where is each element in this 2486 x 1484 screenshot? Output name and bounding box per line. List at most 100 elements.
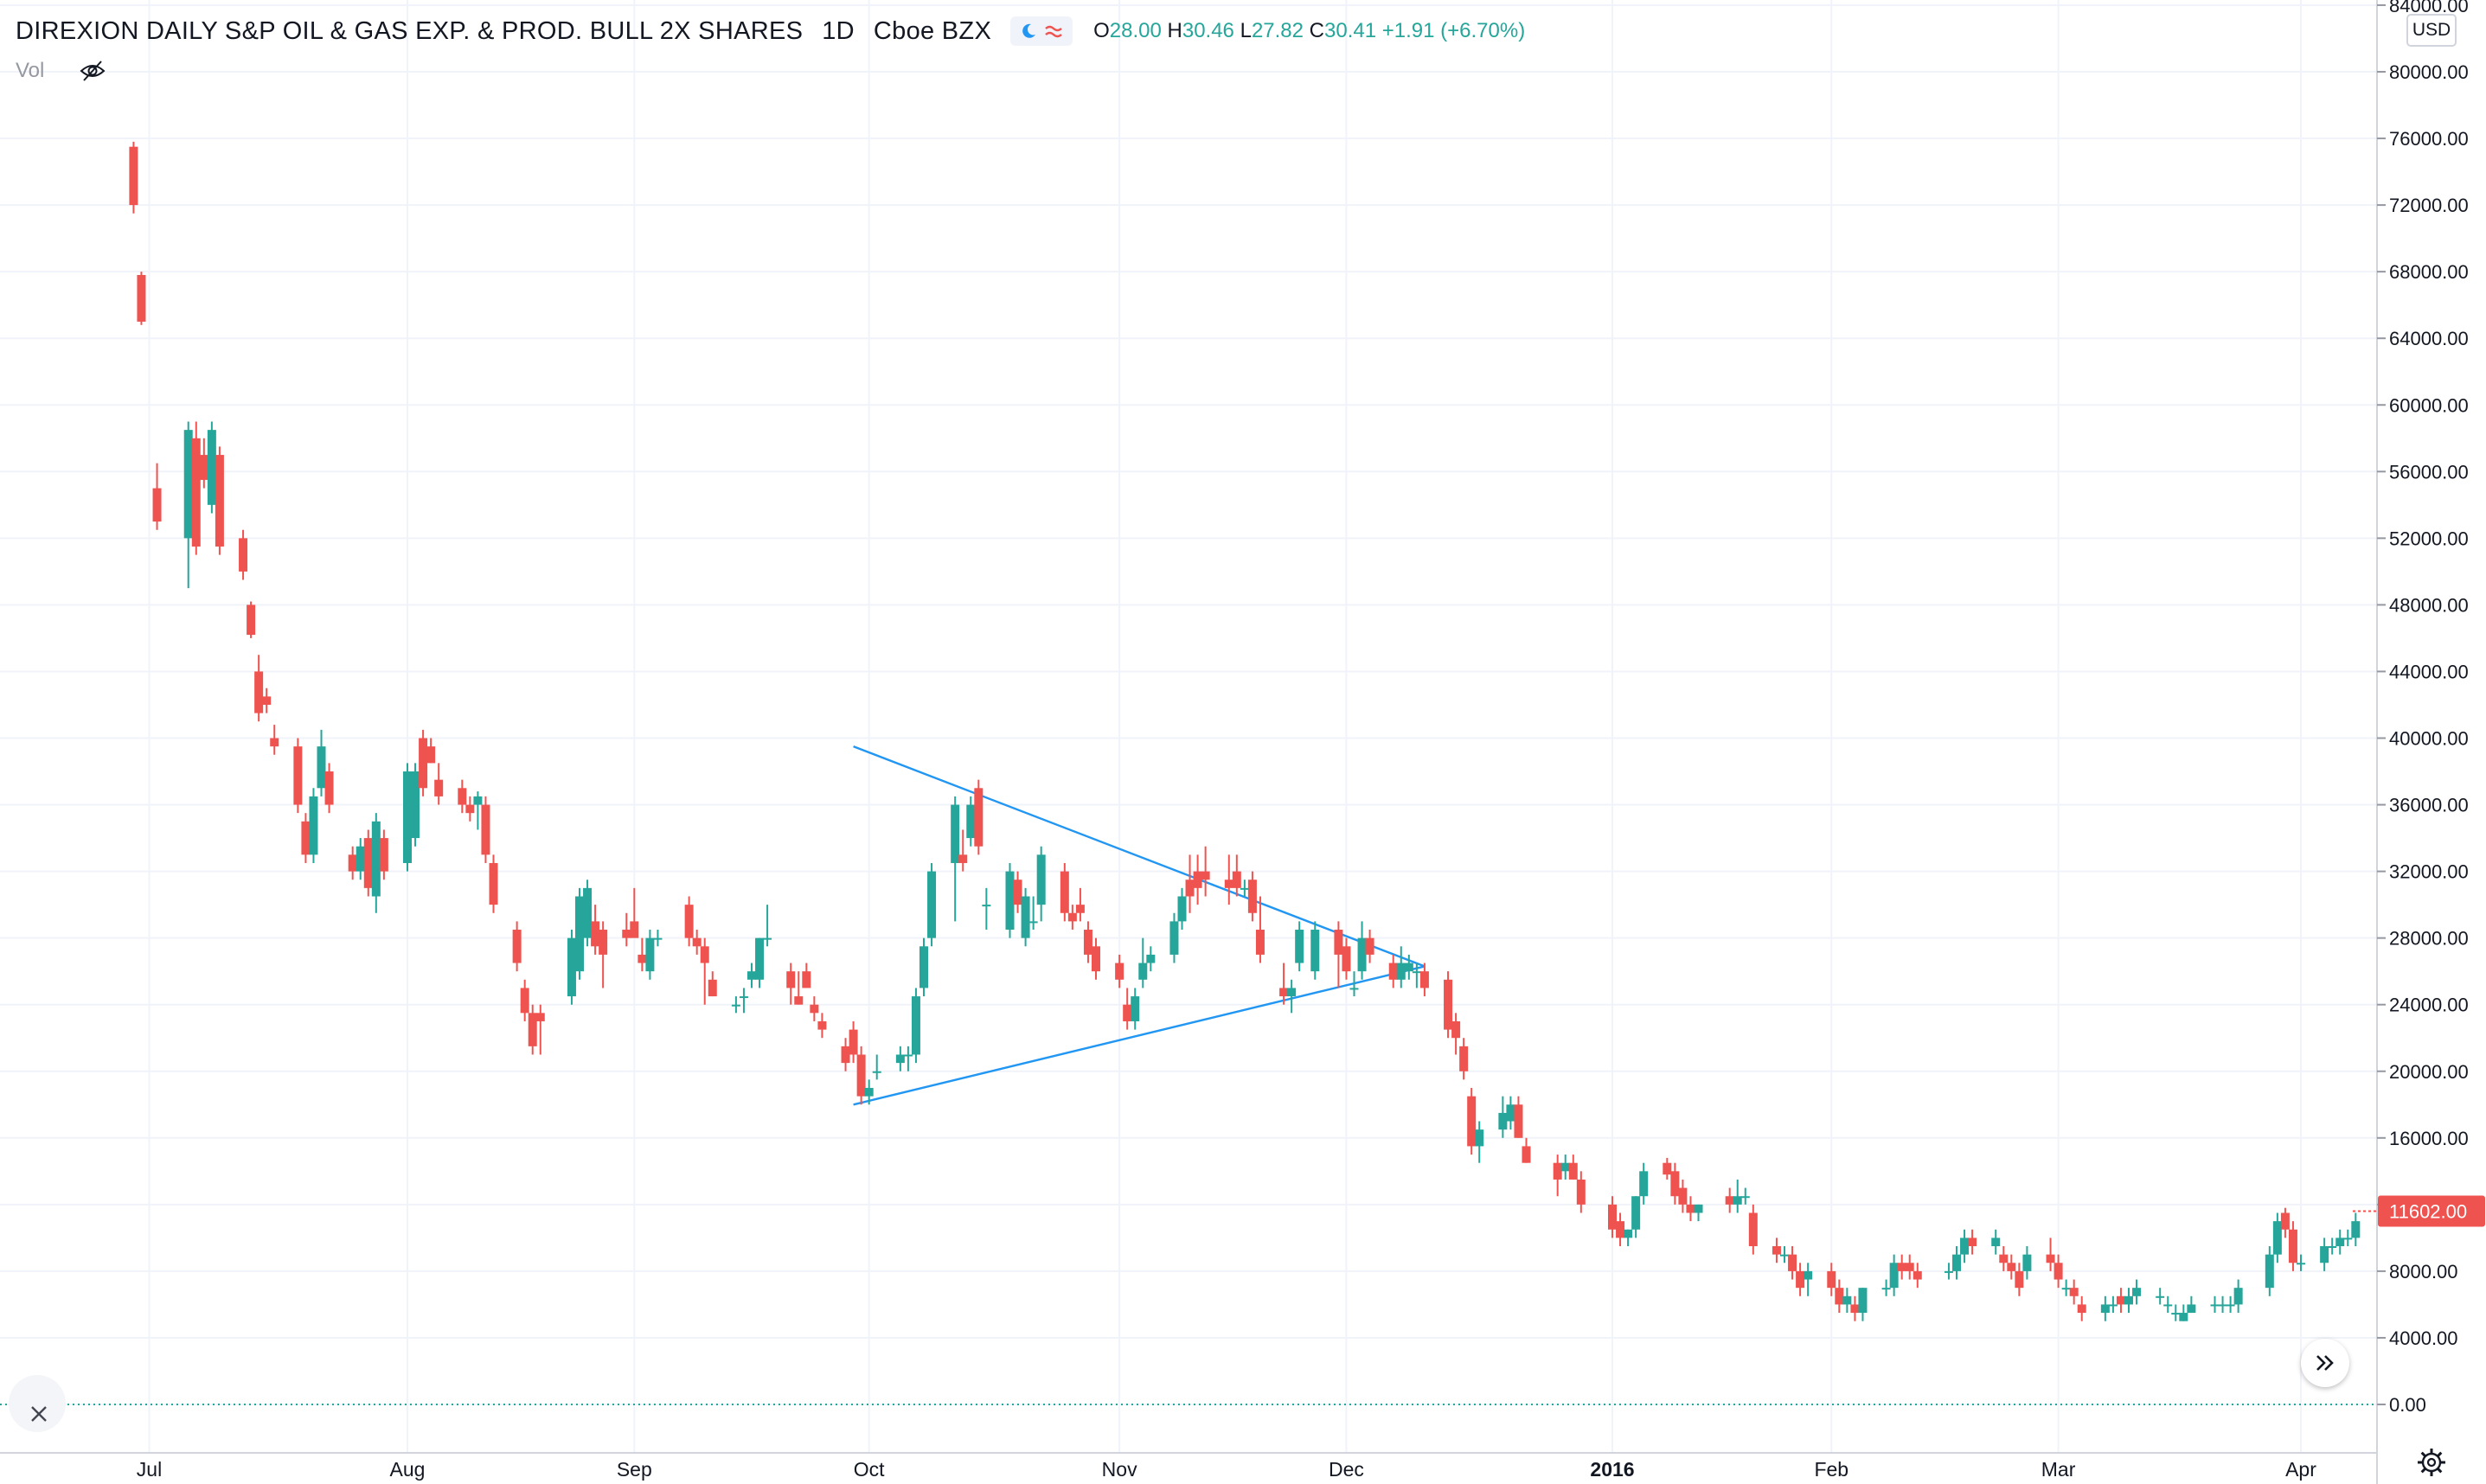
candle-down bbox=[247, 601, 256, 638]
candle-body bbox=[1075, 905, 1085, 913]
candle-up bbox=[583, 880, 593, 947]
candle-down bbox=[1185, 854, 1195, 913]
candle-body bbox=[1036, 854, 1046, 905]
candle-body bbox=[872, 1071, 881, 1073]
candle-body bbox=[1944, 1270, 1953, 1273]
candle-up bbox=[2187, 1295, 2196, 1314]
candle-body bbox=[951, 804, 960, 863]
interval-label[interactable]: 1D bbox=[822, 16, 855, 45]
candle-body bbox=[129, 146, 138, 206]
candle-body bbox=[1177, 896, 1187, 922]
candle-body bbox=[262, 696, 272, 705]
candle-up bbox=[2343, 1229, 2353, 1247]
candle-body bbox=[583, 887, 593, 938]
candle-body bbox=[2054, 1263, 2063, 1280]
candle-body bbox=[191, 438, 201, 547]
candle-up bbox=[2022, 1246, 2032, 1280]
candle-up bbox=[309, 788, 318, 863]
candle-body bbox=[1201, 871, 1210, 880]
candle-down bbox=[1686, 1196, 1695, 1222]
candle-body bbox=[1560, 1162, 1570, 1172]
candle-body bbox=[630, 921, 639, 938]
time-tick-label: Sep bbox=[617, 1458, 652, 1481]
candle-up bbox=[1287, 979, 1297, 1014]
candle-body bbox=[247, 604, 256, 636]
price-tick-label: 0.00 bbox=[2389, 1394, 2426, 1416]
candle-body bbox=[2116, 1295, 2125, 1305]
candle-body bbox=[1404, 963, 1413, 972]
candle-up bbox=[1740, 1187, 1750, 1205]
candle-body bbox=[1028, 921, 1038, 924]
candle-up bbox=[183, 421, 193, 589]
close-button[interactable] bbox=[9, 1375, 66, 1432]
candle-up bbox=[207, 421, 216, 514]
time-axis-labels: Jul Aug Sep Oct Nov Dec 2016 Feb Mar Apr bbox=[137, 1458, 2316, 1481]
candle-up bbox=[763, 905, 772, 947]
candle-body bbox=[371, 821, 381, 897]
candle-body bbox=[1279, 988, 1289, 997]
candle-body bbox=[1568, 1162, 1578, 1180]
candle-body bbox=[575, 896, 584, 972]
candle-up bbox=[1733, 1179, 1742, 1213]
eye-off-icon[interactable] bbox=[79, 60, 106, 82]
candle-down bbox=[152, 463, 162, 530]
candle-body bbox=[1419, 971, 1429, 988]
candle-up bbox=[1005, 862, 1015, 938]
candle-down bbox=[293, 738, 303, 814]
time-tick-label: 2016 bbox=[1590, 1458, 1634, 1481]
candle-body bbox=[2046, 1254, 2055, 1263]
candle-down bbox=[1850, 1295, 1860, 1321]
candle-body bbox=[1475, 1129, 1484, 1147]
candle-body bbox=[1522, 1146, 1531, 1163]
candle-down bbox=[1279, 963, 1289, 1005]
candle-up bbox=[1780, 1246, 1789, 1263]
symbol-title[interactable]: DIREXION DAILY S&P OIL & GAS EXP. & PROD… bbox=[16, 16, 804, 45]
candle-up bbox=[1858, 1288, 1868, 1321]
candle-body bbox=[2100, 1304, 2110, 1314]
candle-down bbox=[1334, 921, 1343, 988]
candle-down bbox=[1663, 1157, 1672, 1180]
candle-down bbox=[535, 1004, 545, 1055]
candle-body bbox=[1005, 871, 1015, 931]
candle-body bbox=[1889, 1263, 1899, 1289]
candle-body bbox=[599, 930, 608, 955]
candle-down bbox=[849, 1020, 858, 1064]
candle-body bbox=[895, 1054, 905, 1064]
candle-up bbox=[2132, 1279, 2142, 1305]
candle-down bbox=[2280, 1207, 2290, 1238]
candle-body bbox=[426, 746, 436, 764]
candle-up bbox=[966, 796, 976, 847]
candle-down bbox=[1092, 937, 1100, 980]
candle-body bbox=[348, 854, 357, 872]
price-tick-label: 52000.00 bbox=[2389, 528, 2469, 549]
candle-body bbox=[1913, 1270, 1922, 1280]
candle-up bbox=[2218, 1295, 2227, 1314]
candle-body bbox=[1850, 1304, 1860, 1314]
candle-up bbox=[2156, 1288, 2165, 1305]
candle-body bbox=[786, 971, 796, 988]
candle-body bbox=[1999, 1254, 2009, 1263]
last-price-marker: 11602.00 bbox=[2353, 1195, 2485, 1227]
candle-body bbox=[239, 538, 248, 572]
candle-up bbox=[1881, 1279, 1891, 1296]
candle-down bbox=[1670, 1162, 1680, 1205]
double-chevron-right-icon bbox=[2316, 1355, 2334, 1371]
candle-body bbox=[1146, 954, 1156, 963]
status-pill[interactable] bbox=[1010, 16, 1073, 46]
candle-up bbox=[927, 862, 937, 947]
volume-legend: Vol bbox=[16, 55, 106, 86]
candle-body bbox=[2210, 1304, 2220, 1307]
candle-down bbox=[1083, 921, 1092, 963]
candle-down bbox=[465, 796, 475, 822]
candle-body bbox=[1991, 1238, 2001, 1247]
candle-body bbox=[1115, 963, 1124, 980]
trendline bbox=[853, 965, 1426, 1106]
scroll-to-realtime-button[interactable] bbox=[2301, 1339, 2349, 1387]
currency-label[interactable]: USD bbox=[2406, 14, 2457, 47]
candle-body bbox=[1013, 880, 1022, 905]
candle-up bbox=[731, 996, 740, 1014]
candle-down bbox=[817, 1013, 827, 1039]
gear-icon[interactable] bbox=[2415, 1446, 2448, 1479]
candle-body bbox=[974, 788, 984, 847]
